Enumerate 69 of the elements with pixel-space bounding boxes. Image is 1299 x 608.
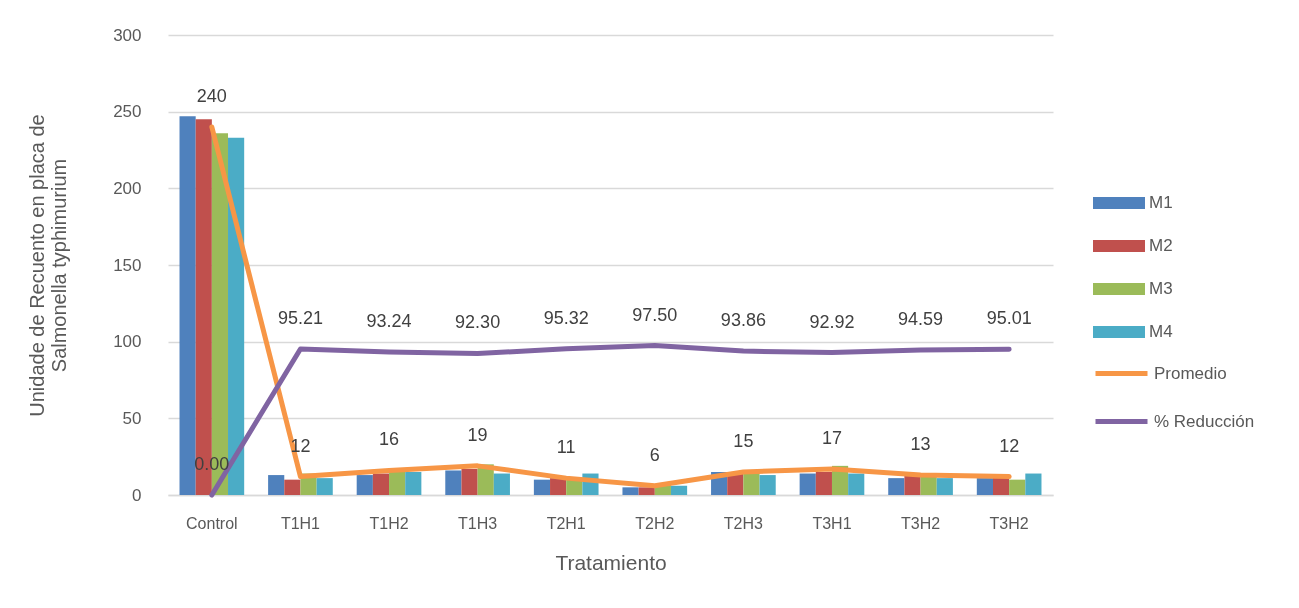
bar <box>1009 479 1026 495</box>
bar <box>356 475 373 495</box>
y-tick-label: 100 <box>113 332 142 352</box>
bar <box>316 478 333 495</box>
x-tick-label: T1H1 <box>280 514 321 532</box>
y-tick-label: 250 <box>113 102 142 122</box>
legend-label: Promedio <box>1154 363 1227 383</box>
bar <box>888 478 905 495</box>
data-label: 93.86 <box>720 310 766 331</box>
data-label: 92.30 <box>455 312 501 333</box>
x-tick-label: T3H1 <box>812 514 852 532</box>
data-label: 95.32 <box>543 307 589 328</box>
x-tick-label: T1H3 <box>458 514 498 532</box>
bar <box>461 468 478 495</box>
y-tick-label: 150 <box>113 255 142 275</box>
data-label: 19 <box>467 424 488 445</box>
data-label: 15 <box>733 431 754 451</box>
y-tick-label: 50 <box>122 408 142 428</box>
legend-label: M4 <box>1149 322 1173 341</box>
bar <box>550 478 567 495</box>
legend-label: M2 <box>1149 236 1173 255</box>
bar <box>1025 473 1042 495</box>
bar <box>228 137 245 495</box>
legend-label: % Reducción <box>1154 411 1255 431</box>
bar <box>268 475 285 495</box>
bar <box>976 478 993 495</box>
x-axis-title: Tratamiento <box>555 550 667 574</box>
y-axis-title: Unidade de Recuento en placa de Salmonella typhimurium <box>26 114 71 417</box>
bar <box>405 472 422 495</box>
y-tick-label: 200 <box>113 178 142 198</box>
bar <box>284 479 301 495</box>
data-label: 12 <box>999 435 1020 456</box>
data-label: 95.21 <box>277 308 323 329</box>
bar <box>799 473 816 495</box>
bar <box>533 479 551 495</box>
data-label: 16 <box>379 429 400 450</box>
legend-label: M1 <box>1149 193 1173 212</box>
bar <box>638 487 655 495</box>
x-tick-label: T3H2 <box>901 514 941 532</box>
bar <box>493 473 510 495</box>
bar <box>445 470 462 495</box>
bar <box>622 487 639 495</box>
bar <box>759 475 776 495</box>
x-tick-label: T2H1 <box>546 514 586 532</box>
data-label: 17 <box>821 427 842 448</box>
bar <box>815 472 832 495</box>
data-label: 93.24 <box>366 311 412 332</box>
data-label: 11 <box>556 437 576 458</box>
x-tick-label: Control <box>186 514 238 532</box>
data-label: 13 <box>910 434 931 455</box>
bar <box>670 485 688 495</box>
x-tick-label: T2H3 <box>723 514 764 532</box>
data-label: 95.01 <box>986 308 1032 329</box>
x-tick-label: T2H2 <box>635 514 675 532</box>
data-label: 240 <box>196 86 227 106</box>
bar <box>372 473 390 495</box>
bar <box>936 478 953 495</box>
data-label: 0.00 <box>194 454 230 474</box>
data-label: 92.92 <box>809 311 855 332</box>
x-tick-label: T3H2 <box>989 514 1029 532</box>
legend-label: M3 <box>1149 279 1173 298</box>
data-label: 97.50 <box>632 304 678 325</box>
data-label: 6 <box>649 444 660 465</box>
y-tick-label: 300 <box>113 25 142 45</box>
bar <box>179 116 196 495</box>
x-tick-label: T1H2 <box>369 514 409 532</box>
y-tick-label: 0 <box>132 485 142 505</box>
bar <box>848 473 865 495</box>
data-label: 94.59 <box>898 308 944 329</box>
